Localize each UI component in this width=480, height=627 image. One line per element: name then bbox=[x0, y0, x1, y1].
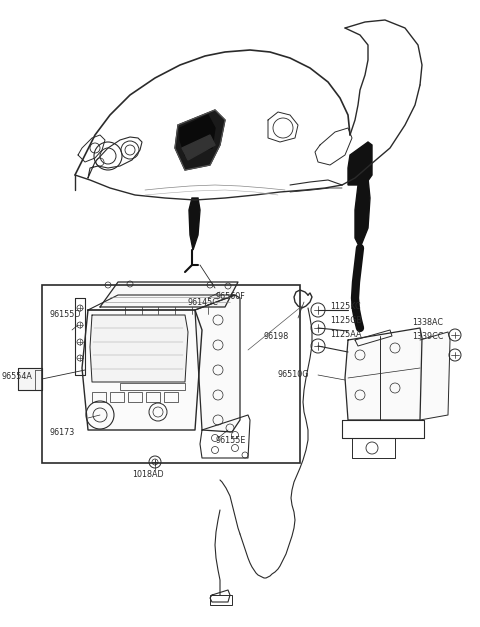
Text: 96173: 96173 bbox=[50, 428, 75, 437]
Text: 1018AD: 1018AD bbox=[132, 470, 164, 479]
Polygon shape bbox=[348, 142, 372, 185]
Bar bbox=[92, 392, 106, 402]
Bar bbox=[128, 392, 142, 402]
Polygon shape bbox=[100, 282, 238, 307]
Polygon shape bbox=[355, 178, 370, 248]
Polygon shape bbox=[175, 110, 225, 170]
Text: 96510G: 96510G bbox=[278, 370, 310, 379]
Bar bbox=[110, 392, 124, 402]
Bar bbox=[120, 383, 185, 390]
Text: 96198: 96198 bbox=[264, 332, 289, 341]
Text: 96145C: 96145C bbox=[188, 298, 219, 307]
Polygon shape bbox=[180, 115, 215, 155]
Polygon shape bbox=[90, 315, 188, 382]
Bar bbox=[210, 595, 232, 605]
Text: 1125GB: 1125GB bbox=[330, 316, 362, 325]
Text: 96554A: 96554A bbox=[2, 372, 33, 381]
Text: 96560F: 96560F bbox=[215, 292, 245, 301]
Text: 1125AA: 1125AA bbox=[330, 330, 361, 339]
Bar bbox=[164, 392, 178, 402]
Polygon shape bbox=[182, 135, 215, 160]
Text: 1338AC: 1338AC bbox=[412, 318, 443, 327]
Bar bbox=[146, 392, 160, 402]
Polygon shape bbox=[18, 368, 42, 390]
Bar bbox=[42, 285, 300, 463]
Text: 1339CC: 1339CC bbox=[412, 332, 444, 341]
Text: 96155E: 96155E bbox=[215, 436, 245, 445]
Text: 96155D: 96155D bbox=[50, 310, 82, 319]
Text: 1125KC: 1125KC bbox=[330, 302, 360, 311]
Polygon shape bbox=[189, 198, 200, 250]
